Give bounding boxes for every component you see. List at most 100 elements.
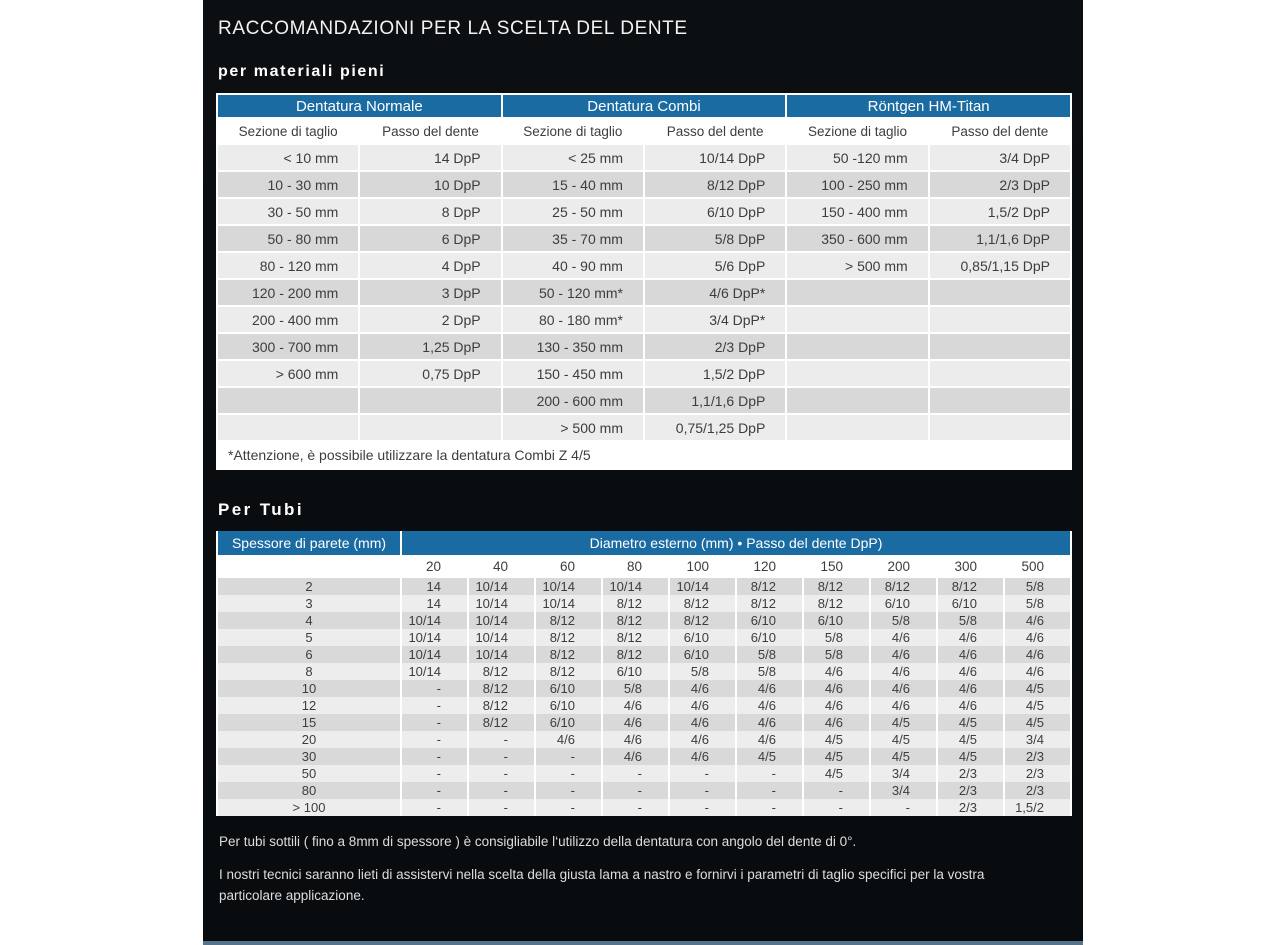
table-cell: 0,75 DpP xyxy=(360,361,501,386)
footnote-row: *Attenzione, è possibile utilizzare la d… xyxy=(218,442,1070,468)
table-cell: 8/12 xyxy=(804,578,869,595)
table-cell: 6/10 xyxy=(536,714,601,731)
table-cell xyxy=(929,334,1070,359)
diameter-60: 60 xyxy=(536,555,601,578)
table-cell: 4/6 xyxy=(670,714,735,731)
table-cell: - xyxy=(804,799,869,816)
table-cell: 4/6 xyxy=(938,697,1003,714)
table-row: 300 - 700 mm 1,25 DpP 130 - 350 mm 2/3 DpP xyxy=(218,334,1070,359)
table-cell: 25 - 50 mm xyxy=(502,199,643,224)
diameter-120: 120 xyxy=(737,555,802,578)
table-cell: 2/3 DpP xyxy=(644,334,786,359)
col-header-passo-3: Passo del dente xyxy=(929,119,1070,143)
table-cell: 4/6 xyxy=(871,663,936,680)
table-cell: 350 - 600 mm xyxy=(787,226,928,251)
table-cell xyxy=(929,280,1070,305)
table-cell: 10/14 xyxy=(469,595,534,612)
table-row: > 500 mm 0,75/1,25 DpP xyxy=(218,415,1070,440)
table-row: 6 10/14 10/14 8/12 8/12 6/10 5/8 5/8 4/6 4/6 4/6 xyxy=(218,646,1070,663)
col-header-passo-1: Passo del dente xyxy=(360,119,501,143)
table-cell: 4/6 xyxy=(1005,646,1070,663)
table-cell xyxy=(218,388,359,413)
table-cell: 30 xyxy=(218,748,400,765)
table-cell: 1,1/1,6 DpP xyxy=(929,226,1070,251)
table-cell: - xyxy=(469,731,534,748)
table-cell: 15 - 40 mm xyxy=(502,172,643,197)
table-cell: 4/6 DpP* xyxy=(644,280,786,305)
diameter-500: 500 xyxy=(1005,555,1070,578)
solid-table-footnote: *Attenzione, è possibile utilizzare la d… xyxy=(218,442,1070,468)
table-cell: 8/12 xyxy=(603,595,668,612)
diameter-100: 100 xyxy=(670,555,735,578)
table-cell: 4/5 xyxy=(804,765,869,782)
table-cell: 6/10 xyxy=(603,663,668,680)
table-cell: 4/6 xyxy=(871,697,936,714)
tubes-heading: Per Tubi xyxy=(218,500,304,519)
table-cell: 2/3 xyxy=(1005,782,1070,799)
table-cell: 10 xyxy=(218,680,400,697)
table-cell: 4/6 xyxy=(670,731,735,748)
table-cell: 14 xyxy=(402,578,467,595)
table-cell: 4/6 xyxy=(603,731,668,748)
table-cell: 2/3 xyxy=(938,799,1003,816)
table-cell: 6/10 xyxy=(871,595,936,612)
table-cell: 150 - 400 mm xyxy=(787,199,928,224)
table-cell: - xyxy=(603,765,668,782)
table-cell: 50 - 80 mm xyxy=(218,226,359,251)
table-cell: 10/14 xyxy=(402,612,467,629)
table-cell: 5/8 xyxy=(938,612,1003,629)
table-cell: - xyxy=(603,799,668,816)
table-cell: 6/10 xyxy=(670,646,735,663)
table-cell: 6 DpP xyxy=(360,226,501,251)
solid-table-head: Dentatura Normale Dentatura Combi Röntge… xyxy=(218,95,1070,143)
col-header-spessore-parete: Spessore di parete (mm) xyxy=(218,531,400,555)
table-cell: 4/6 xyxy=(871,680,936,697)
column-group-roentgen-hm-titan: Röntgen HM-Titan xyxy=(787,95,1070,117)
table-cell: - xyxy=(402,680,467,697)
table-cell: 8/12 xyxy=(670,595,735,612)
table-row: 4 10/14 10/14 8/12 8/12 8/12 6/10 6/10 5/8 5/8 4/6 xyxy=(218,612,1070,629)
table-cell: 8/12 xyxy=(603,646,668,663)
table-cell: 6/10 xyxy=(536,697,601,714)
solid-materials-table: Dentatura Normale Dentatura Combi Röntge… xyxy=(216,93,1072,470)
table-cell: 10/14 xyxy=(402,646,467,663)
table-cell: 5/6 DpP xyxy=(644,253,786,278)
table-cell: 8 DpP xyxy=(360,199,501,224)
table-cell: 5/8 xyxy=(804,629,869,646)
table-cell: 4/6 xyxy=(737,731,802,748)
table-cell: 8 xyxy=(218,663,400,680)
table-cell: 8/12 xyxy=(603,629,668,646)
table-cell: 8/12 xyxy=(737,595,802,612)
table-cell: 4/6 xyxy=(804,680,869,697)
table-cell: 10/14 xyxy=(469,578,534,595)
table-cell: - xyxy=(402,765,467,782)
table-cell: 5/8 DpP xyxy=(644,226,786,251)
table-cell xyxy=(218,415,359,440)
column-group-dentatura-combi: Dentatura Combi xyxy=(502,95,786,117)
table-cell: 10/14 xyxy=(536,595,601,612)
table-cell: 10 DpP xyxy=(360,172,501,197)
table-cell: 3/4 xyxy=(1005,731,1070,748)
table-cell: 4/6 xyxy=(603,714,668,731)
table-cell: 5/8 xyxy=(670,663,735,680)
table-cell xyxy=(929,388,1070,413)
table-cell: 4/5 xyxy=(804,748,869,765)
table-row: 200 - 600 mm 1,1/1,6 DpP xyxy=(218,388,1070,413)
page-content: RACCOMANDAZIONI PER LA SCELTA DEL DENTE … xyxy=(203,0,1083,906)
table-cell: 5/8 xyxy=(1005,595,1070,612)
table-cell: - xyxy=(402,731,467,748)
table-cell: 6/10 DpP xyxy=(644,199,786,224)
table-cell: 10/14 xyxy=(670,578,735,595)
table-cell: 6/10 xyxy=(536,680,601,697)
table-cell: 8/12 xyxy=(804,595,869,612)
empty-corner-cell xyxy=(218,555,400,578)
table-cell: 1,25 DpP xyxy=(360,334,501,359)
table-cell: - xyxy=(536,799,601,816)
solid-table-body: < 10 mm 14 DpP < 25 mm 10/14 DpP 50 -120 mm 3… xyxy=(218,145,1070,440)
table-cell: 8/12 xyxy=(536,629,601,646)
table-cell: 4/6 xyxy=(871,646,936,663)
table-cell: > 600 mm xyxy=(218,361,359,386)
table-cell: - xyxy=(670,765,735,782)
tubes-diameter-row: 20 40 60 80 100 120 150 200 300 500 xyxy=(218,555,1070,578)
table-cell: 2/3 xyxy=(938,765,1003,782)
